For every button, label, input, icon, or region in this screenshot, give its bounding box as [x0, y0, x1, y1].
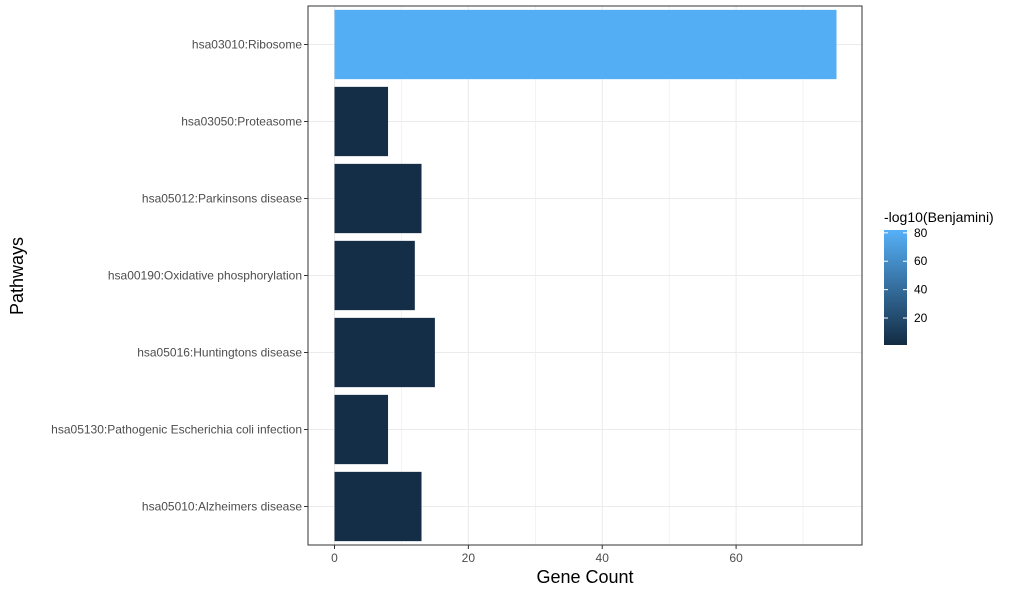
y-axis-title: Pathways: [7, 237, 27, 315]
y-tick-label: hsa05012:Parkinsons disease: [142, 192, 302, 206]
legend-tick-label: 80: [914, 226, 928, 240]
x-tick-label: 20: [462, 551, 476, 565]
y-tick-label: hsa03010:Ribosome: [192, 38, 302, 52]
legend-title: -log10(Benjamini): [884, 209, 994, 225]
legend-tick-label: 40: [914, 283, 928, 297]
x-tick-label: 40: [596, 551, 610, 565]
y-tick-label: hsa05130:Pathogenic Escherichia coli inf…: [51, 423, 302, 437]
bar: [334, 9, 837, 80]
legend-tick-label: 60: [914, 254, 928, 268]
legend-ticks: 80 60 40 20: [884, 226, 928, 325]
x-axis-title: Gene Count: [536, 567, 633, 587]
y-tick-label: hsa00190:Oxidative phosphorylation: [108, 269, 302, 283]
legend: -log10(Benjamini) 80 60 40 20: [884, 209, 994, 345]
legend-tick-label: 20: [914, 311, 928, 325]
legend-colorbar: [884, 230, 907, 345]
y-axis-ticks: hsa03010:Ribosome hsa03050:Proteasome hsa0…: [51, 38, 308, 514]
bar-layer: [334, 9, 837, 542]
bar: [334, 394, 389, 465]
y-tick-label: hsa03050:Proteasome: [181, 115, 302, 129]
y-tick-label: hsa05016:Huntingtons disease: [137, 346, 302, 360]
bar: [334, 471, 422, 542]
x-axis-ticks: 0 20 40 60: [331, 545, 743, 565]
bar: [334, 317, 435, 388]
bar: [334, 86, 389, 157]
bar: [334, 163, 422, 234]
y-tick-label: hsa05010:Alzheimers disease: [142, 500, 302, 514]
bar: [334, 240, 415, 311]
x-tick-label: 0: [331, 551, 338, 565]
x-tick-label: 60: [729, 551, 743, 565]
